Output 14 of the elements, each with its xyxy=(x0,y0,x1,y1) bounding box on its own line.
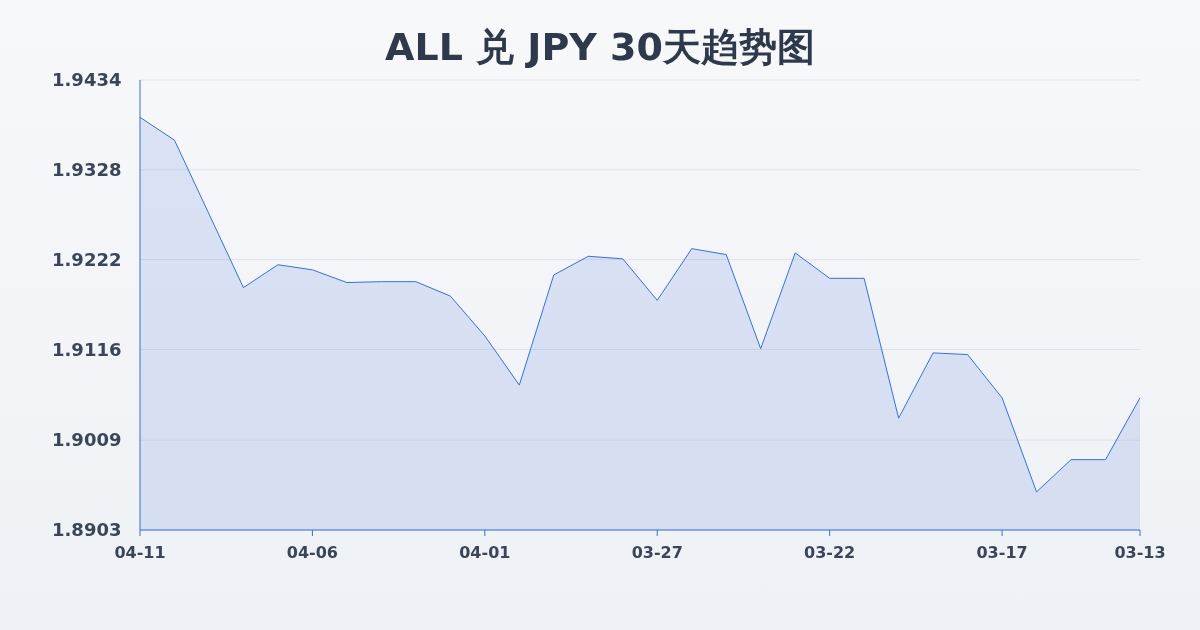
x-tick-label: 04-06 xyxy=(286,543,338,562)
x-tick-label: 03-22 xyxy=(804,543,856,562)
y-tick-label: 1.9116 xyxy=(52,338,122,360)
y-tick-label: 1.9009 xyxy=(52,429,122,451)
x-tick-label: 04-01 xyxy=(459,543,511,562)
chart-title: ALL 兑 JPY 30天趋势图 xyxy=(385,25,815,69)
y-tick-label: 1.8903 xyxy=(52,519,122,541)
x-tick-label: 03-13 xyxy=(1114,543,1166,562)
y-tick-label: 1.9434 xyxy=(52,69,122,91)
y-tick-label: 1.9328 xyxy=(52,159,122,181)
y-tick-label: 1.9222 xyxy=(52,248,122,270)
x-tick-label: 04-11 xyxy=(114,543,166,562)
x-tick-label: 03-17 xyxy=(976,543,1028,562)
x-tick-label: 03-27 xyxy=(631,543,683,562)
